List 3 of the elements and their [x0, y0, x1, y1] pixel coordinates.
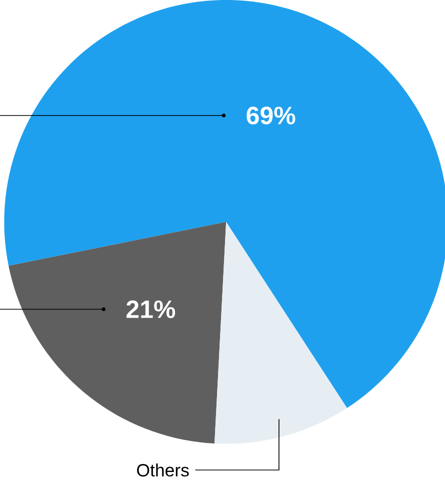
- slice-label: Others: [137, 464, 189, 477]
- data-label: 21%: [126, 300, 176, 318]
- data-label: 69%: [246, 106, 296, 124]
